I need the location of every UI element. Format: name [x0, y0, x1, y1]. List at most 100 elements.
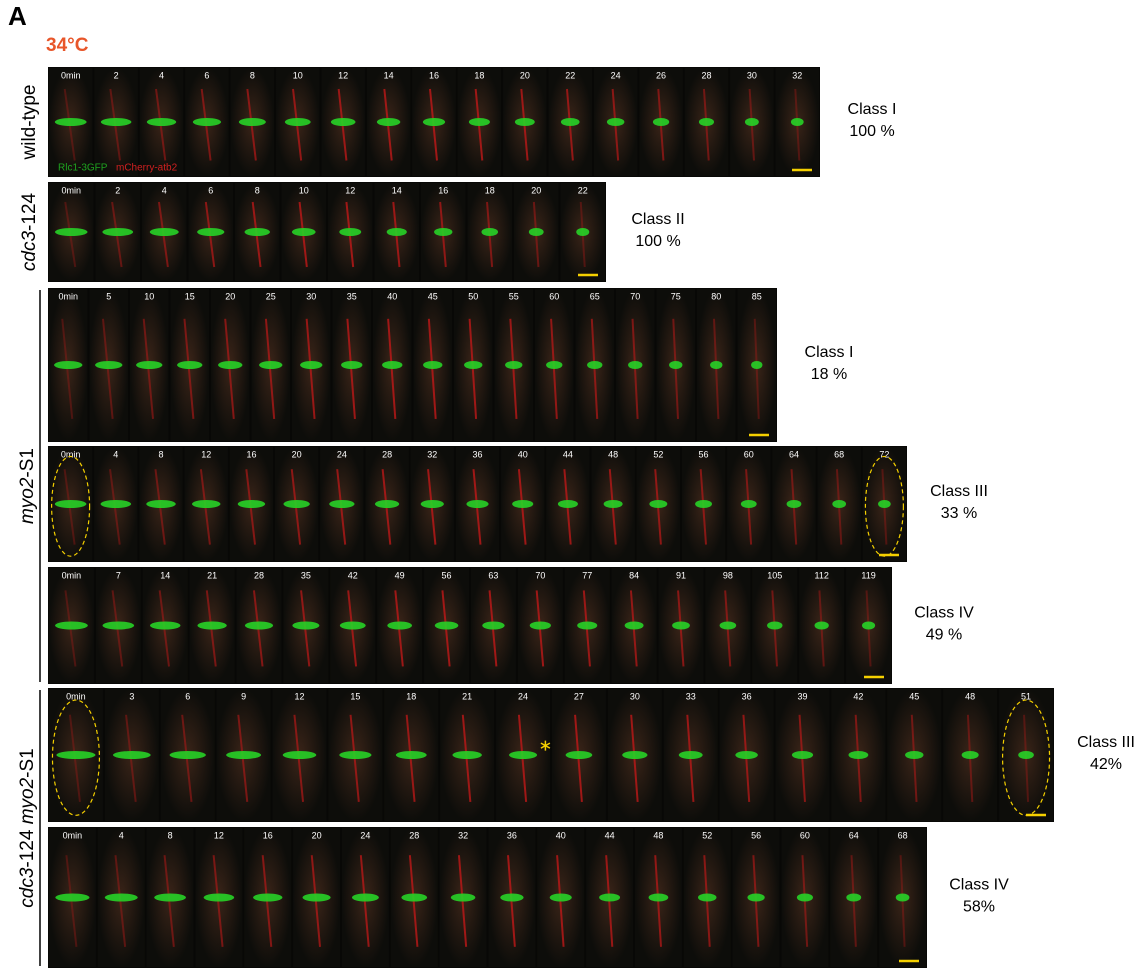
time-label: 42 [853, 691, 863, 701]
time-label: 10 [299, 185, 309, 195]
ring [170, 751, 206, 759]
ring [54, 361, 82, 369]
ring [150, 622, 181, 630]
time-label: 85 [752, 291, 762, 301]
ring [530, 622, 551, 630]
ring [515, 118, 535, 126]
time-label: 56 [442, 570, 452, 580]
ring [720, 622, 737, 630]
ring [509, 751, 537, 759]
ring [481, 228, 498, 236]
time-label: 28 [409, 830, 419, 840]
legend-red: mCherry-atb2 [116, 163, 178, 174]
genotype-label: cdc3-124 myo2-S1 [17, 748, 38, 908]
ring [177, 361, 202, 369]
legend-green: Rlc1-3GFP [58, 163, 108, 174]
time-label: 60 [800, 830, 810, 840]
time-label: 24 [611, 70, 621, 80]
ring [451, 894, 476, 902]
time-label: 9 [241, 691, 246, 701]
time-label: 63 [488, 570, 498, 580]
time-label: 12 [201, 449, 211, 459]
time-label: 12 [338, 70, 348, 80]
time-label: 68 [898, 830, 908, 840]
time-label: 22 [565, 70, 575, 80]
ring [699, 118, 714, 126]
time-label: 39 [797, 691, 807, 701]
ring [747, 894, 764, 902]
time-label: 20 [531, 185, 541, 195]
ring [283, 500, 309, 508]
time-label: 16 [246, 449, 256, 459]
ring [751, 361, 762, 369]
time-label: 56 [699, 449, 709, 459]
ring [846, 894, 861, 902]
ring [253, 894, 282, 902]
ring [197, 228, 224, 236]
time-label: 12 [214, 830, 224, 840]
ring [226, 751, 261, 759]
ring [469, 118, 490, 126]
ring [238, 500, 265, 508]
ring [669, 361, 682, 369]
ring [576, 228, 589, 236]
ring [604, 500, 623, 508]
ring [741, 500, 757, 508]
class-label: Class IV [914, 605, 974, 622]
ring [382, 361, 402, 369]
time-label: 2 [114, 70, 119, 80]
time-label: 48 [608, 449, 618, 459]
ring [435, 622, 459, 630]
ring [55, 500, 87, 508]
time-label: 15 [185, 291, 195, 301]
ring [962, 751, 979, 759]
ring [878, 500, 891, 508]
time-label: 27 [574, 691, 584, 701]
ring [56, 751, 95, 759]
class-percent: 33 % [941, 505, 977, 522]
time-label: 112 [814, 570, 828, 580]
time-label: 4 [119, 830, 124, 840]
ring [105, 894, 138, 902]
genotype-part: myo2 [17, 477, 38, 524]
genotype-part: -124 [19, 192, 40, 230]
time-label: 0min [61, 449, 81, 459]
time-label: 30 [306, 291, 316, 301]
time-label: 77 [582, 570, 592, 580]
time-label: 0min [61, 70, 81, 80]
genotype-part: myo2 [17, 777, 38, 824]
time-label: 12 [294, 691, 304, 701]
genotype-part: cdc3 [17, 867, 38, 908]
time-label: 0min [63, 830, 83, 840]
class-percent: 100 % [849, 123, 894, 140]
ring [466, 500, 488, 508]
time-label: 6 [204, 70, 209, 80]
time-label: 40 [518, 449, 528, 459]
class-percent: 18 % [811, 366, 847, 383]
ring [649, 894, 669, 902]
ring [500, 894, 523, 902]
ring [55, 118, 87, 126]
ring [587, 361, 602, 369]
ring [464, 361, 482, 369]
time-label: 16 [438, 185, 448, 195]
time-label: 8 [159, 449, 164, 459]
time-label: 48 [965, 691, 975, 701]
ring [329, 500, 354, 508]
temperature: 34°C [46, 35, 89, 56]
ring [136, 361, 162, 369]
time-label: 24 [337, 449, 347, 459]
ring [792, 751, 813, 759]
ring [423, 118, 445, 126]
time-label: 3 [129, 691, 134, 701]
ring [622, 751, 647, 759]
ring [452, 751, 481, 759]
time-label: 50 [468, 291, 478, 301]
time-label: 70 [630, 291, 640, 301]
ring [193, 118, 221, 126]
genotype-label: wild-type [19, 85, 40, 161]
panel-label: A [8, 1, 27, 31]
time-label: 28 [701, 70, 711, 80]
time-label: 32 [792, 70, 802, 80]
ring [283, 751, 317, 759]
